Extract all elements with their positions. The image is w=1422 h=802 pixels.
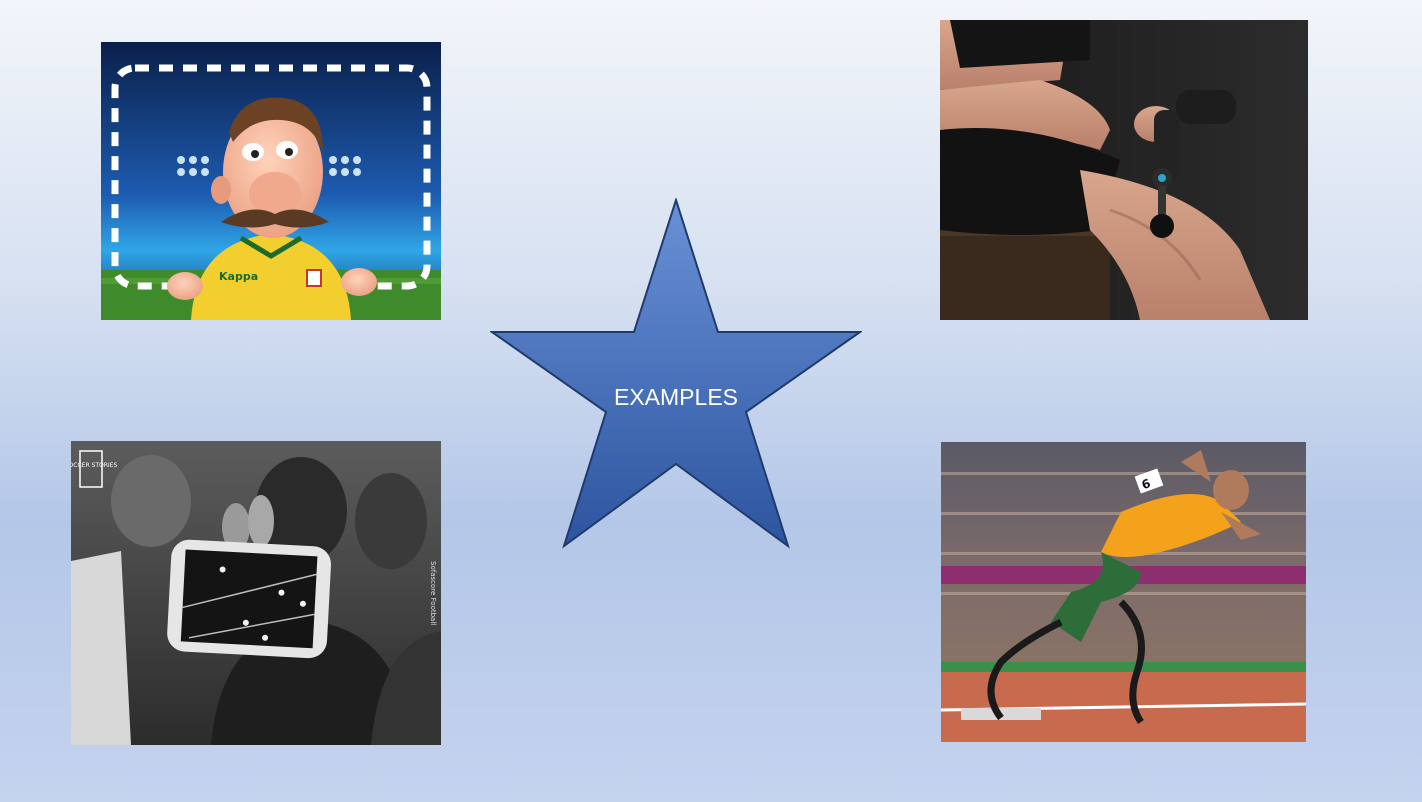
photo-cartoon-soccer-player: Kappa xyxy=(101,42,441,320)
examples-star: EXAMPLES xyxy=(490,198,862,550)
star-label: EXAMPLES xyxy=(614,384,738,410)
sprinter-image: 6 xyxy=(941,442,1306,742)
fans-phone-image: SOCCER STORIES Sofascore Football xyxy=(71,441,441,745)
photo-sprinter: 6 xyxy=(941,442,1306,742)
jersey-brand: Kappa xyxy=(219,270,258,283)
massage-gun-image xyxy=(940,20,1308,320)
photo-credit: Sofascore Football xyxy=(429,561,437,625)
cartoon-player-image: Kappa xyxy=(101,42,441,320)
star-shape xyxy=(490,198,862,549)
soccer-stories-watermark: SOCCER STORIES xyxy=(71,462,117,469)
photo-fans-filming-phone: SOCCER STORIES Sofascore Football xyxy=(71,441,441,745)
photo-massage-gun xyxy=(940,20,1308,320)
